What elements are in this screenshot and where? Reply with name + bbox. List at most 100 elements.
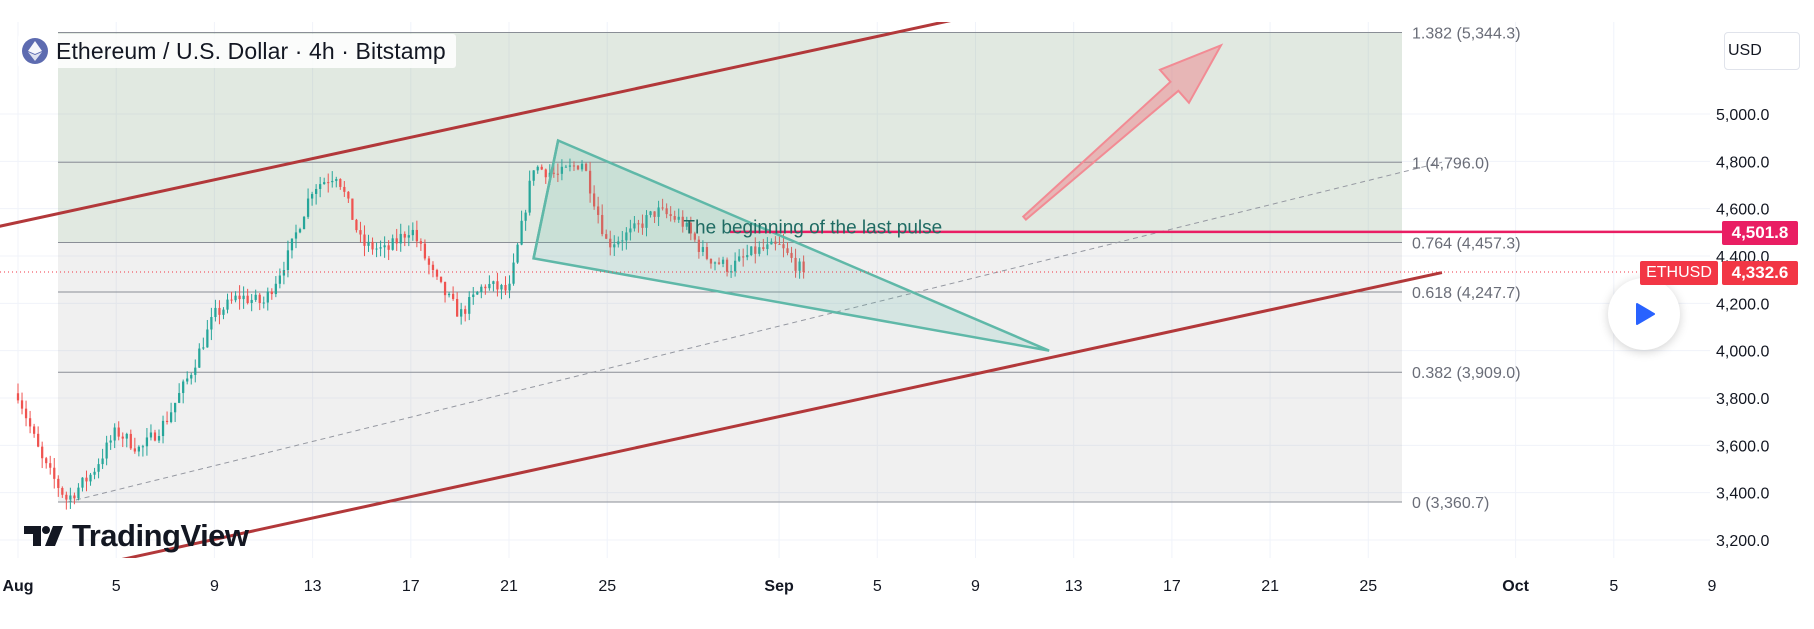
candle — [798, 258, 801, 279]
candle-body — [621, 240, 624, 242]
currency-selector[interactable]: USD — [1724, 32, 1800, 70]
replay-button[interactable] — [1608, 278, 1680, 350]
chart-title: Ethereum / U.S. Dollar · 4h · Bitstamp — [56, 37, 446, 64]
candle — [343, 181, 346, 197]
candle-body — [613, 244, 616, 248]
candle — [24, 400, 28, 427]
alert-price-label[interactable]: 4,501.8 — [1722, 221, 1798, 245]
candle-body — [310, 193, 314, 199]
candle — [774, 236, 777, 251]
candle-body — [117, 427, 120, 437]
candle — [669, 206, 672, 222]
candle — [16, 383, 20, 404]
candle — [508, 275, 511, 299]
candle-body — [770, 241, 773, 245]
candle-body — [141, 446, 145, 448]
candle — [246, 288, 249, 305]
candle-body — [53, 467, 56, 479]
candle-body — [762, 247, 765, 250]
candle — [754, 237, 757, 264]
candle — [141, 444, 145, 457]
candle — [778, 236, 781, 245]
candle — [109, 435, 112, 450]
candle — [802, 255, 805, 279]
candle-body — [536, 166, 539, 171]
candle — [613, 235, 616, 257]
candle-body — [278, 275, 281, 284]
candle-body — [443, 281, 447, 296]
candle — [439, 276, 443, 284]
candle — [214, 299, 217, 322]
candle — [61, 486, 64, 498]
x-tick-label: Aug — [2, 578, 33, 595]
candle-body — [161, 420, 165, 437]
candle — [758, 241, 761, 257]
candle — [391, 234, 394, 251]
candle — [145, 427, 149, 456]
candle-body — [230, 299, 233, 301]
candle — [262, 296, 265, 309]
candle — [423, 239, 427, 261]
candle — [178, 383, 181, 404]
candle — [306, 188, 310, 219]
candle — [77, 483, 80, 501]
candle-body — [504, 284, 507, 291]
candle — [182, 379, 185, 404]
candle — [367, 234, 370, 252]
candle — [641, 214, 644, 235]
wedge-spike-line — [532, 140, 560, 259]
candle-body — [790, 252, 793, 258]
candle — [576, 165, 580, 171]
candle-body — [339, 179, 342, 187]
candle-body — [580, 163, 584, 170]
candle — [492, 280, 495, 292]
candle-body — [258, 294, 261, 303]
candle — [468, 291, 471, 321]
candle-body — [28, 418, 32, 427]
candle-body — [528, 180, 531, 213]
candle-body — [742, 256, 745, 258]
candle-body — [677, 216, 680, 220]
candle-body — [629, 228, 632, 233]
candle — [242, 286, 245, 309]
candle — [383, 236, 386, 258]
candle — [653, 211, 656, 224]
candle-body — [794, 257, 797, 271]
candle-body — [423, 243, 427, 259]
candle — [661, 198, 664, 211]
candle-body — [355, 219, 358, 231]
candle-body — [701, 247, 705, 252]
symbol-title[interactable]: Ethereum / U.S. Dollar · 4h · Bitstamp — [18, 34, 456, 68]
candle — [734, 252, 737, 277]
candle-body — [472, 294, 475, 298]
candle — [568, 158, 572, 172]
candle — [617, 236, 620, 248]
candle — [254, 289, 257, 302]
candle — [701, 240, 705, 257]
candle-body — [516, 244, 519, 263]
y-tick-label: 4,200.0 — [1716, 296, 1769, 313]
candle — [742, 248, 745, 267]
candle-body — [617, 241, 620, 245]
candle-body — [270, 291, 273, 295]
x-tick-label: 17 — [1163, 578, 1181, 595]
candle — [496, 272, 499, 297]
candle — [57, 475, 60, 497]
x-tick-label: 9 — [210, 578, 219, 595]
candle-body — [697, 239, 700, 252]
candle-body — [496, 281, 499, 290]
candle — [129, 429, 132, 451]
candle-body — [359, 230, 362, 235]
fib-zone — [58, 292, 1402, 373]
candle-body — [725, 259, 729, 272]
candle-body — [20, 400, 24, 409]
candle — [411, 222, 414, 241]
tradingview-logo[interactable]: TradingView — [24, 518, 249, 554]
candle-body — [641, 223, 644, 228]
candle-body — [524, 212, 527, 221]
x-tick-label: 21 — [500, 578, 518, 595]
candle-body — [69, 495, 72, 500]
fib-zone — [58, 242, 1402, 293]
candle-body — [186, 378, 189, 382]
